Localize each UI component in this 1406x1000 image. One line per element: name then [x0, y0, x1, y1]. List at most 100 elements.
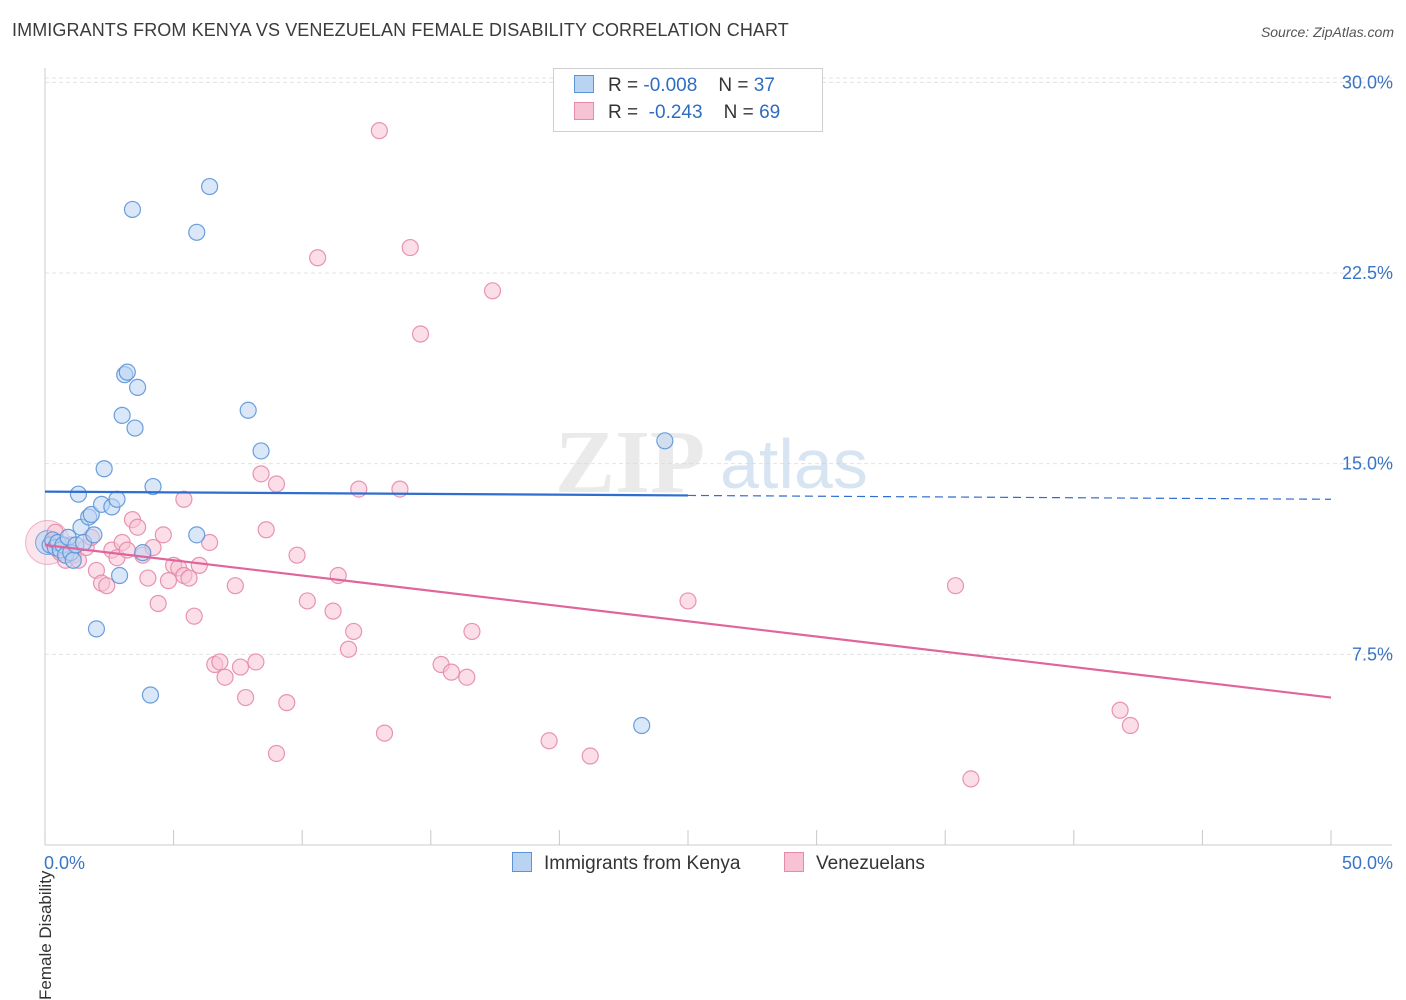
venezuelan-point: [442, 663, 460, 681]
chart-source: Source: ZipAtlas.com: [1260, 24, 1394, 40]
venezuelan-point: [185, 607, 203, 625]
y-tick-label: 30.0%: [1342, 72, 1393, 92]
legend-n-label: N =: [723, 102, 754, 123]
y-tick-label: 22.5%: [1342, 263, 1393, 283]
venezuelan-point: [370, 122, 388, 140]
kenya-point: [64, 551, 82, 569]
x-tick-label: 0.0%: [44, 853, 85, 873]
venezuelan-point: [339, 640, 358, 658]
venezuelan-point: [257, 521, 275, 539]
legend-label-kenya: Immigrants from Kenya: [544, 853, 741, 874]
venezuelan-point: [128, 518, 147, 536]
kenya-trend-line: [44, 490, 689, 497]
venezuelan-point: [201, 533, 219, 552]
venezuelan-point: [267, 744, 286, 763]
venezuelan-point: [375, 724, 394, 742]
kenya-point: [82, 505, 100, 524]
venezuelan-point: [483, 282, 502, 300]
venezuelan-point: [98, 577, 116, 595]
venezuelan-point: [401, 238, 419, 257]
venezuelan-point: [1111, 701, 1129, 719]
legend-n-value-kenya: 37: [753, 75, 775, 96]
legend-swatch-venezuelans: [574, 102, 594, 120]
kenya-point: [188, 223, 206, 241]
legend-n-label: N =: [718, 75, 749, 96]
trend-lines: [44, 490, 1332, 699]
legend-r-label: R =: [608, 75, 639, 96]
correlation-legend: R = -0.008 N = 37 R = -0.243 N = 69: [553, 68, 823, 132]
venezuelan-point: [149, 594, 167, 613]
venezuelan-point: [962, 770, 980, 788]
venezuelan-point: [216, 668, 234, 686]
venezuelan-point: [231, 658, 250, 676]
legend-n-value-venezuelans: 69: [759, 102, 781, 123]
venezuelan-point: [324, 602, 342, 620]
venezuelan-point: [139, 569, 157, 587]
venezuelan-point: [288, 546, 306, 564]
watermark-zip: ZIP: [555, 413, 705, 512]
venezuelan-point: [946, 577, 965, 595]
legend-item-kenya[interactable]: Immigrants from Kenya: [512, 852, 740, 875]
venezuelan-point: [211, 653, 229, 671]
venezuelan-point: [278, 694, 296, 712]
kenya-point: [108, 490, 126, 508]
venezuelan-point: [1121, 716, 1139, 735]
venezuelan-point: [226, 577, 244, 595]
legend-item-venezuelans[interactable]: Venezuelans: [784, 852, 925, 875]
kenya-point: [126, 419, 144, 437]
kenya-point: [656, 432, 674, 450]
venezuelan-point: [252, 465, 270, 483]
venezuelan-point: [458, 668, 476, 686]
venezuelan-point: [463, 622, 481, 641]
venezuelan-point: [298, 592, 316, 610]
kenya-point: [633, 716, 651, 735]
venezuelan-point: [581, 747, 599, 765]
tick-labels: 7.5% 15.0% 22.5% 30.0% 0.0% 50.0%: [44, 72, 1393, 873]
legend-r-value-venezuelans: -0.243: [648, 102, 703, 123]
legend-r-label: R =: [608, 102, 639, 123]
kenya-point: [118, 363, 136, 381]
kenya-point: [128, 378, 147, 397]
venezuelan-point: [309, 249, 327, 267]
series-legend: Immigrants from Kenya Venezuelans: [0, 852, 1406, 878]
kenya-point: [201, 177, 219, 196]
kenya-point: [95, 460, 113, 478]
watermark: ZIP atlas: [555, 413, 868, 512]
y-tick-label: 15.0%: [1342, 454, 1393, 474]
venezuelan-point: [345, 622, 363, 641]
kenya-point: [110, 566, 129, 585]
venezuelan-point: [180, 569, 198, 587]
venezuelan-point: [237, 688, 255, 707]
kenya-point: [123, 200, 142, 219]
venezuelan-point: [175, 490, 193, 508]
watermark-atlas: atlas: [720, 425, 868, 503]
kenya-point: [252, 442, 270, 460]
venezuelan-point: [154, 526, 172, 544]
x-tick-label: 50.0%: [1342, 853, 1393, 873]
y-tick-label: 7.5%: [1352, 644, 1393, 664]
scatter-plot: ZIP atlas 7.5% 15.0% 22.5% 30.0% 0.0% 50.0%: [25, 68, 1393, 873]
venezuelan-point: [679, 592, 697, 610]
y-axis-label: Female Disability: [36, 870, 55, 1000]
legend-row-kenya: R = -0.008 N = 37: [574, 75, 775, 97]
kenya-point: [239, 401, 257, 419]
venezuelan-point: [159, 572, 178, 590]
kenya-point: [69, 485, 88, 503]
axes: [44, 68, 1392, 846]
kenya-point: [141, 686, 160, 704]
venezuelan-point: [411, 325, 430, 343]
venezuelan-point: [540, 732, 558, 750]
kenya-point: [113, 406, 131, 424]
venezuelan-point: [267, 475, 286, 493]
kenya-point: [188, 526, 206, 544]
chart-title: IMMIGRANTS FROM KENYA VS VENEZUELAN FEMA…: [12, 20, 789, 40]
legend-label-venezuelans: Venezuelans: [816, 853, 925, 874]
legend-row-venezuelans: R = -0.243 N = 69: [574, 102, 780, 124]
venezuelan-point: [350, 480, 368, 498]
kenya-point: [85, 526, 103, 544]
kenya-point: [144, 477, 162, 496]
venezuelan-trend-line: [44, 543, 1332, 699]
legend-swatch-venezuelans: [784, 852, 804, 872]
legend-r-value-kenya: -0.008: [643, 75, 698, 96]
venezuelan-point: [190, 556, 208, 574]
